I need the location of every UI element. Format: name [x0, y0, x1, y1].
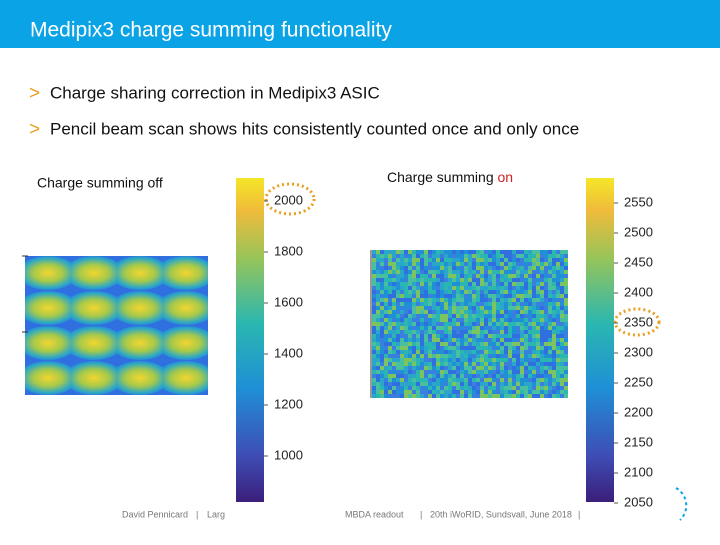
- header-bar: [0, 0, 720, 48]
- colorbar-tick-label: 2350: [624, 314, 653, 329]
- colorbar-tick-label: 2400: [624, 284, 653, 299]
- footer-event: 20th iWoRID, Sundsvall, June 2018: [430, 509, 572, 519]
- colorbar-tick-label: 1400: [274, 345, 303, 360]
- panel-label: Charge summing off: [37, 175, 163, 191]
- footer-text: Larg: [207, 509, 225, 519]
- colorbar-tick-label: 2250: [624, 374, 653, 389]
- highlight-circle: [264, 182, 316, 216]
- bullet-marker: >: [29, 119, 40, 140]
- colorbar-tick-label: 2550: [624, 194, 653, 209]
- colorbar-ticks: 2000 1800 1600 1400 1200 1000: [264, 192, 303, 462]
- bullet-marker: >: [29, 83, 40, 104]
- logo: [675, 487, 688, 521]
- colorbar-tick-label: 1600: [274, 294, 303, 309]
- colorbar-tick-label: 2050: [624, 494, 653, 509]
- colorbar-tick-label: 2100: [624, 464, 653, 479]
- heatmap-off: [25, 256, 208, 395]
- panel-label: Charge summing on: [387, 169, 513, 185]
- colorbar-tick-label: 2450: [624, 254, 653, 269]
- footer-text: MBDA readout: [345, 509, 404, 519]
- bullet: Charge sharing correction in Medipix3 AS…: [50, 83, 380, 102]
- footer-author: David Pennicard: [122, 509, 188, 519]
- highlight-circle: [613, 307, 661, 337]
- footer-sep: |: [578, 509, 580, 519]
- colorbar-tick-label: 2200: [624, 404, 653, 419]
- heatmap-on: [372, 250, 568, 398]
- colorbar-ticks: 2550 2500 2450 2400 2350 2300 2250 2200 2150 2100…: [614, 194, 653, 509]
- colorbar-tick-label: 2000: [274, 192, 303, 207]
- colorbar: [236, 178, 264, 502]
- colorbar-tick-label: 2150: [624, 434, 653, 449]
- colorbar-tick-label: 2500: [624, 224, 653, 239]
- colorbar-tick-label: 1800: [274, 243, 303, 258]
- bullet: Pencil beam scan shows hits consistently…: [50, 119, 579, 138]
- footer-sep: |: [420, 509, 422, 519]
- label-text: Charge summing: [387, 169, 498, 185]
- label-highlight: on: [498, 169, 514, 185]
- colorbar-tick-label: 1000: [274, 447, 303, 462]
- colorbar: [586, 178, 614, 502]
- slide-title: Medipix3 charge summing functionality: [30, 19, 392, 42]
- colorbar-tick-label: 1200: [274, 396, 303, 411]
- footer-sep: |: [196, 509, 198, 519]
- colorbar-tick-label: 2300: [624, 344, 653, 359]
